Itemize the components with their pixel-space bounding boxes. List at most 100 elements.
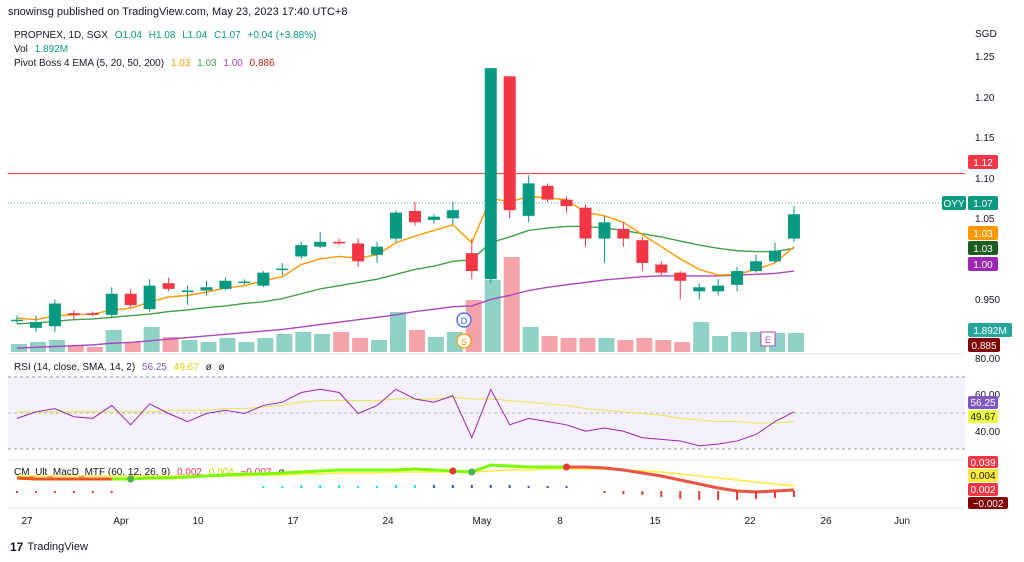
time-tick: 17 (287, 516, 299, 527)
volume-legend[interactable]: Vol 1.892M (14, 44, 72, 56)
symbol-label[interactable]: PROPNEX, 1D, SGX (14, 30, 108, 41)
dividend-marker[interactable] (456, 312, 472, 328)
macd-cross-dot (468, 468, 476, 476)
rsi-badge-text: 56.25 (970, 398, 995, 409)
macd-v2: 0.004 (208, 467, 234, 478)
rsi-tick: 80.00 (975, 354, 1000, 365)
earnings-marker[interactable] (760, 331, 776, 347)
candle-body (465, 253, 478, 272)
vol-label: Vol (14, 44, 28, 55)
macd-histogram-bar (489, 485, 492, 488)
volume-bar (617, 340, 634, 352)
candle-body (67, 313, 80, 315)
time-tick: 22 (744, 516, 756, 527)
change-value: +0.04 (+3.88%) (247, 30, 317, 41)
volume-badge-text: 1.892M (973, 326, 1006, 337)
candle-body (731, 271, 744, 285)
rsi-label: RSI (14, close, SMA, 14, 2) (14, 362, 136, 373)
rsi-value: 56.25 (141, 362, 167, 373)
footer-brand: TradingView (27, 541, 88, 553)
candle-body (408, 210, 421, 223)
candle-body (787, 214, 800, 239)
candles (11, 68, 800, 332)
macd-badge-3 (968, 483, 998, 496)
macd-histogram-bar (736, 491, 739, 500)
rsi-band (8, 377, 965, 449)
macd-histogram-bar (698, 491, 701, 500)
rsi-lines (16, 388, 795, 447)
candle-body (371, 246, 384, 255)
vol-value: 1.892M (34, 44, 69, 55)
volume-bar (484, 280, 501, 352)
macd-pane (16, 463, 795, 500)
candle-body (674, 272, 687, 281)
macd-histogram-bar (72, 491, 75, 493)
volume-bar (314, 334, 331, 352)
volume-bar (181, 340, 198, 352)
macd-v1: 0.002 (176, 467, 202, 478)
candle-body (655, 264, 668, 273)
macd-histogram-bar (110, 491, 113, 493)
candle-body (200, 287, 213, 291)
macd-histogram-bar (603, 491, 606, 493)
candle-body (579, 207, 592, 239)
macd-histogram-bar (91, 491, 94, 493)
ema50-badge-text: 1.00 (973, 260, 993, 271)
rsi-sma-line (17, 396, 794, 424)
macd-histogram-bar (508, 485, 511, 488)
candle-body (276, 268, 289, 271)
ohlc-legend: PROPNEX, 1D, SGX O1.04 H1.08 L1.04 C1.07… (14, 30, 320, 42)
volume-bar (541, 336, 558, 352)
candle-body (352, 243, 365, 262)
macd-histogram-bar (546, 486, 549, 488)
ema5-value: 1.03 (170, 58, 191, 69)
macd-histogram-bar (755, 491, 758, 499)
split-marker[interactable] (456, 333, 472, 349)
candle-body (86, 313, 99, 315)
volume-bar (124, 342, 141, 352)
macd-cross-dot (563, 463, 571, 471)
volume-bar (86, 347, 103, 352)
candle-body (181, 290, 194, 293)
last-price-badge (968, 196, 998, 210)
volume-bar (238, 342, 255, 352)
macd-histogram-bar (338, 485, 341, 488)
macd-badge-4 (968, 497, 1008, 509)
candle-body (333, 241, 346, 244)
volume-badge (968, 323, 1012, 337)
ema50-value: 1.00 (223, 58, 243, 69)
volume-bar (371, 340, 388, 352)
macd-histogram-bar (432, 485, 435, 488)
candle-body (390, 212, 402, 239)
rsi-sma-badge-text: 49.67 (970, 412, 995, 423)
macd-line-red-end (566, 465, 795, 494)
macd-badge-1 (968, 456, 998, 468)
time-tick: 8 (557, 516, 563, 527)
publisher-line: snowinsg published on TradingView.com, M… (8, 6, 348, 18)
ema-legend[interactable]: Pivot Boss 4 EMA (5, 20, 50, 200) 1.03 1… (14, 58, 279, 70)
candle-body (541, 185, 554, 200)
volume-bar (655, 340, 672, 352)
oyy-badge[interactable] (942, 196, 966, 210)
candle-body (295, 245, 308, 257)
price-tick: 1.20 (975, 93, 995, 104)
ema200-badge-text: 0.885 (971, 341, 996, 352)
candle-body (712, 285, 725, 292)
macd-histogram-bar (679, 491, 682, 499)
candle-body (314, 241, 327, 247)
price-tick: 1.10 (975, 174, 995, 185)
candle-body (617, 228, 630, 239)
candle-body (769, 250, 781, 262)
price-tick: 1.25 (975, 52, 995, 63)
candle-body (48, 303, 61, 327)
volume-bar (333, 332, 350, 352)
low-value: L1.04 (182, 30, 208, 41)
rsi-legend[interactable]: RSI (14, close, SMA, 14, 2) 56.25 49.67 … (14, 362, 229, 373)
hline-badge-text: 1.12 (973, 158, 993, 169)
rsi-line (16, 388, 795, 447)
rsi-tick: 60.00 (975, 390, 1000, 401)
macd-label: CM_Ult_MacD_MTF (60, 12, 26, 9) (14, 467, 171, 478)
macd-histogram-bar (774, 491, 776, 498)
candle-body (427, 216, 440, 220)
